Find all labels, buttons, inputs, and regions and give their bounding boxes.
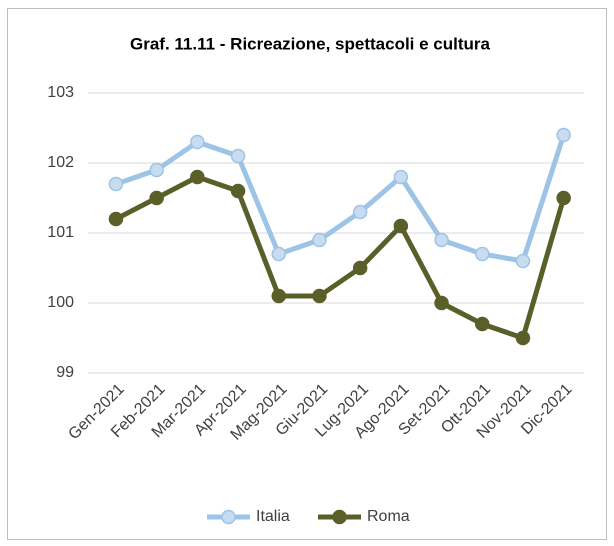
data-point: [312, 232, 327, 248]
data-point: [556, 127, 571, 143]
legend-marker: [221, 509, 236, 525]
data-point: [352, 260, 368, 276]
data-point: [475, 316, 490, 332]
data-point: [434, 295, 449, 311]
chart-border: [7, 8, 607, 540]
data-point: [108, 176, 124, 192]
legend-label: Roma: [367, 508, 410, 525]
data-point: [190, 169, 205, 185]
y-tick-label: 100: [47, 294, 74, 311]
data-point: [108, 211, 124, 227]
data-point: [556, 190, 571, 206]
y-tick-label: 102: [47, 154, 74, 171]
data-point: [271, 246, 286, 262]
data-point: [149, 190, 164, 206]
data-point: [230, 183, 246, 199]
legend-label: Italia: [256, 508, 290, 525]
y-tick-label: 101: [47, 224, 74, 241]
chart-title: Graf. 11.11 - Ricreazione, spettacoli e …: [130, 34, 491, 53]
data-point: [515, 253, 531, 269]
data-point: [393, 169, 409, 185]
data-point: [475, 246, 490, 262]
data-point: [434, 232, 449, 248]
data-point: [352, 204, 368, 220]
y-tick-label: 99: [56, 364, 74, 381]
legend-marker: [332, 509, 347, 525]
data-point: [312, 288, 327, 304]
data-point: [149, 162, 164, 178]
data-point: [190, 134, 205, 150]
data-point: [393, 218, 409, 234]
y-tick-label: 103: [47, 84, 74, 101]
data-point: [271, 288, 286, 304]
data-point: [515, 330, 531, 346]
data-point: [230, 148, 246, 164]
